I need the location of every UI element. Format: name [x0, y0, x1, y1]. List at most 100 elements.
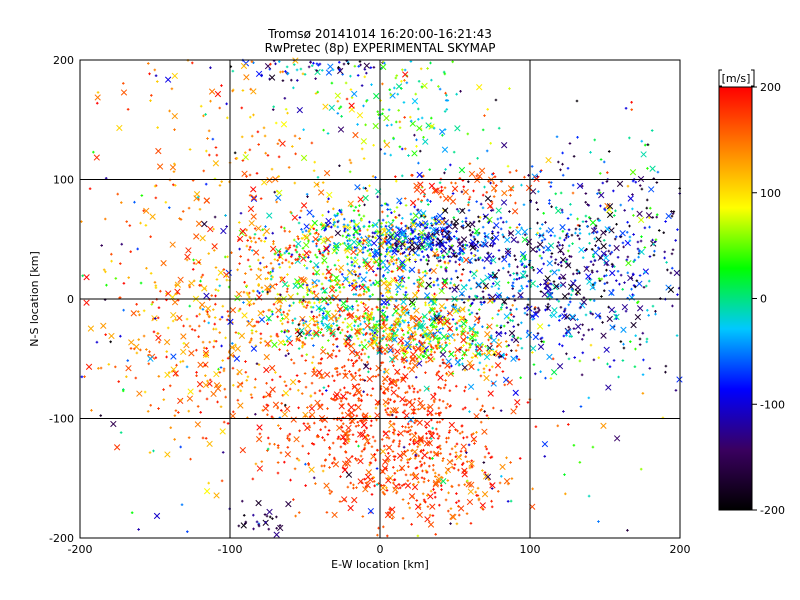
data-point [411, 150, 418, 157]
data-point [468, 346, 472, 349]
x-tick-label: -100 [218, 543, 243, 556]
data-point [416, 125, 423, 132]
data-point [365, 71, 368, 75]
data-point [434, 218, 437, 221]
data-point [462, 301, 466, 304]
data-point [402, 293, 409, 300]
data-point [512, 389, 519, 396]
data-point [540, 239, 544, 242]
data-point [356, 237, 359, 241]
data-point [326, 132, 330, 135]
colorbar-label: [m/s] [722, 72, 751, 85]
data-point [486, 346, 490, 350]
data-point [474, 343, 478, 347]
data-point [444, 246, 447, 250]
data-point [257, 237, 261, 240]
data-point [430, 345, 433, 349]
data-point [428, 277, 432, 280]
data-point [371, 231, 375, 235]
data-point [231, 69, 235, 73]
data-point [502, 376, 510, 383]
data-point [321, 224, 325, 227]
data-point [451, 60, 454, 64]
data-point [645, 340, 649, 344]
data-point [295, 250, 299, 254]
data-point [404, 204, 408, 207]
data-point [444, 241, 448, 244]
data-point [371, 332, 378, 339]
data-point [501, 220, 505, 224]
data-point [437, 238, 444, 245]
data-point [433, 316, 441, 323]
data-point [551, 306, 558, 314]
data-point [458, 166, 466, 174]
data-point [469, 287, 473, 290]
data-point [395, 334, 399, 337]
data-point [363, 203, 366, 207]
data-point [444, 306, 447, 310]
data-point [335, 251, 338, 255]
data-point [550, 311, 557, 319]
data-point [387, 108, 391, 112]
data-point [316, 90, 320, 94]
data-point [459, 279, 463, 282]
data-point [304, 229, 308, 233]
data-point [400, 247, 403, 250]
data-point [382, 305, 386, 309]
y-tick-label: 200 [53, 54, 74, 67]
data-point [448, 350, 452, 353]
data-point [338, 107, 341, 110]
data-point [421, 271, 425, 274]
data-point [466, 359, 474, 367]
data-point [359, 63, 362, 67]
data-point [346, 234, 350, 237]
data-point [391, 246, 398, 253]
data-point [256, 289, 259, 293]
data-point [320, 238, 327, 245]
data-point [473, 237, 477, 241]
data-point [368, 248, 372, 251]
data-point [336, 212, 340, 216]
data-point [418, 281, 425, 288]
colorbar-tick-label: 100 [760, 187, 781, 200]
data-point [595, 236, 602, 243]
data-point [304, 300, 307, 304]
data-point [317, 63, 320, 67]
data-point [420, 85, 424, 89]
data-point [394, 326, 397, 329]
data-point [491, 272, 499, 279]
data-point [545, 229, 549, 233]
data-point [337, 259, 340, 262]
data-point [576, 318, 579, 321]
data-point [564, 236, 568, 240]
data-point [302, 295, 306, 299]
data-point [317, 327, 320, 330]
data-point [432, 283, 436, 287]
data-point [665, 261, 668, 264]
data-point [536, 285, 539, 288]
data-point [338, 349, 341, 353]
data-point [250, 249, 254, 252]
data-point [624, 309, 628, 313]
data-point [397, 257, 400, 260]
data-point [346, 262, 349, 266]
data-point [303, 223, 310, 230]
data-point [512, 278, 516, 281]
data-point [599, 204, 602, 208]
data-point [427, 303, 431, 307]
data-point [518, 223, 521, 226]
data-point [363, 338, 367, 342]
data-point [569, 213, 573, 216]
data-point [377, 263, 380, 267]
data-point [418, 339, 421, 343]
data-point [381, 346, 389, 353]
data-point [437, 259, 441, 263]
data-point [505, 220, 508, 224]
data-point [362, 302, 365, 305]
data-point [383, 265, 391, 272]
data-point [424, 241, 431, 248]
data-point [280, 313, 283, 316]
data-point [491, 236, 494, 239]
data-point [386, 208, 390, 211]
